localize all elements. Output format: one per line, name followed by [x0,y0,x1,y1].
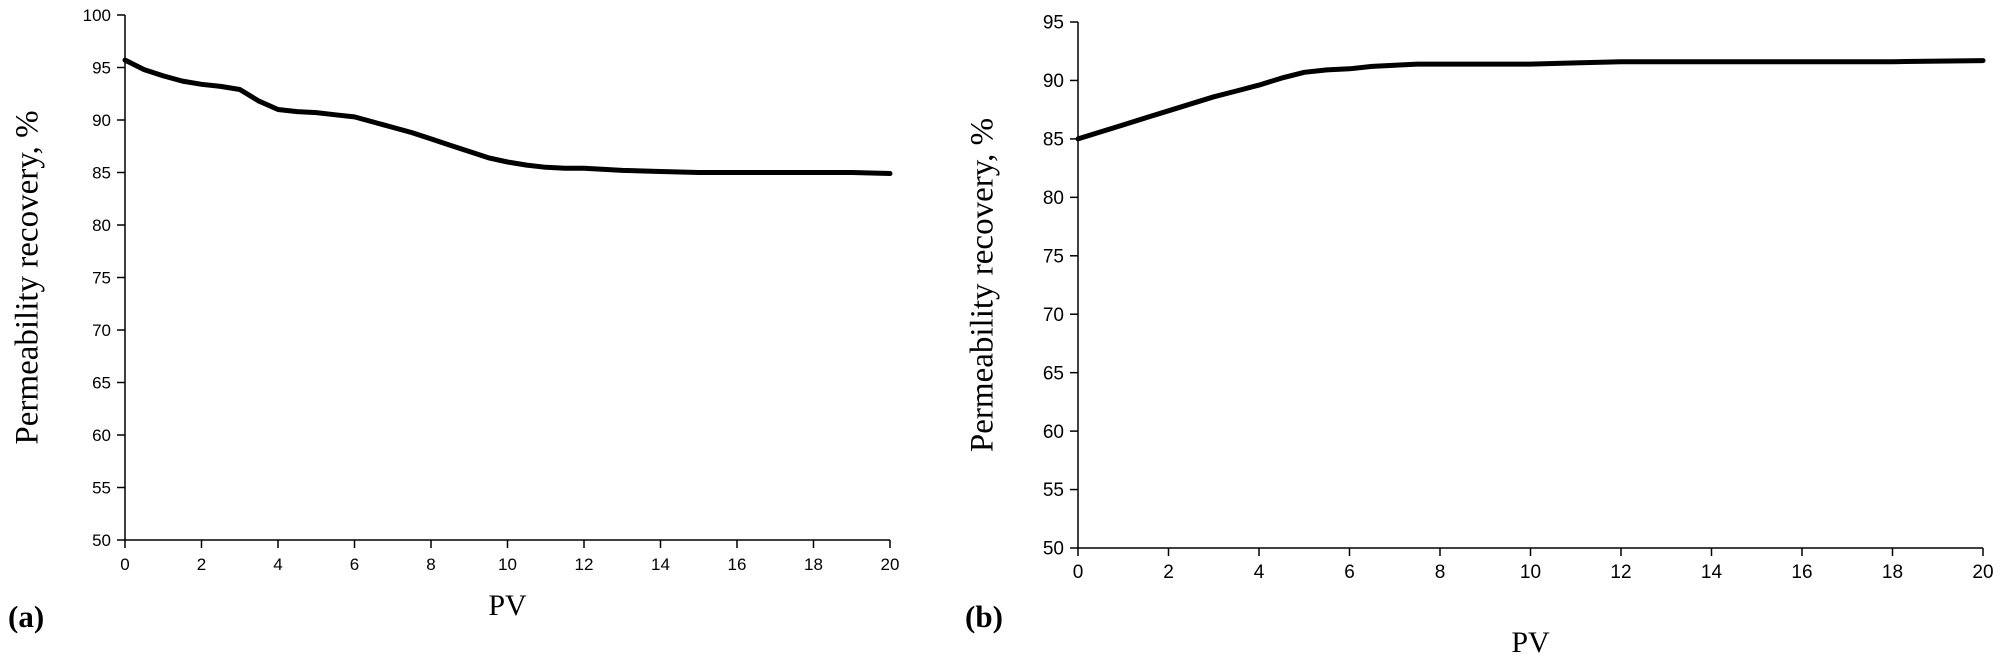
y-tick-label: 90 [92,111,111,130]
y-tick-label: 80 [1043,188,1064,209]
x-tick-label: 2 [1163,562,1174,583]
x-axis-label: PV [1511,626,1550,659]
x-tick-label: 16 [728,555,747,574]
x-tick-label: 6 [350,555,359,574]
chart-panel-a: 50 55 60 65 70 75 80 85 90 95 100 0 2 4 6 8 10 12 14 16 18 20… [8,6,899,634]
x-tick-label: 12 [1610,562,1631,583]
y-tick-label: 50 [92,531,111,550]
x-tick-label: 10 [1520,562,1541,583]
y-tick-label: 95 [92,58,111,77]
y-tick-label: 95 [1043,13,1064,34]
x-tick-label: 18 [1882,562,1903,583]
x-tick-label: 0 [120,555,129,574]
y-tick-label: 60 [92,426,111,445]
x-tick-label: 12 [575,555,594,574]
y-tick-label: 70 [1043,305,1064,326]
x-tick-label: 4 [273,555,282,574]
y-tick-label: 50 [1043,539,1064,560]
y-tick-label: 75 [92,268,111,287]
panel-label: (a) [8,599,44,634]
y-tick-label: 70 [92,321,111,340]
x-tick-label: 20 [1972,562,1993,583]
y-tick-label: 60 [1043,422,1064,443]
y-tick-label: 90 [1043,71,1064,92]
x-tick-label: 8 [426,555,435,574]
x-tick-label: 8 [1435,562,1446,583]
x-tick-label: 14 [651,555,670,574]
panel-label: (b) [965,599,1003,634]
y-tick-label: 55 [92,478,111,497]
x-tick-label: 0 [1073,562,1084,583]
x-axis-label: PV [488,589,527,622]
y-axis-label: Permeability recovery, % [10,110,46,444]
y-tick-label: 85 [1043,130,1064,151]
x-tick-label: 14 [1701,562,1723,583]
y-tick-label: 75 [1043,246,1064,267]
y-tick-label: 55 [1043,480,1064,501]
x-tick-label: 20 [881,555,900,574]
y-tick-label: 65 [1043,363,1064,384]
y-tick-label: 100 [83,6,111,25]
series-line [1075,58,1986,142]
x-tick-label: 18 [804,555,823,574]
x-tick-label: 10 [498,555,517,574]
y-tick-label: 85 [92,163,111,182]
series-line [122,57,893,176]
y-tick-label: 80 [92,216,111,235]
x-tick-label: 6 [1344,562,1355,583]
y-tick-label: 65 [92,373,111,392]
x-tick-label: 16 [1791,562,1812,583]
chart-panel-b: 50 55 60 65 70 75 80 85 90 95 0 2 4 6 8 10 12 14 16 18 20 Per… [965,13,1994,659]
y-axis-label: Permeability recovery, % [965,118,1001,452]
x-tick-label: 4 [1254,562,1265,583]
x-tick-label: 2 [197,555,206,574]
